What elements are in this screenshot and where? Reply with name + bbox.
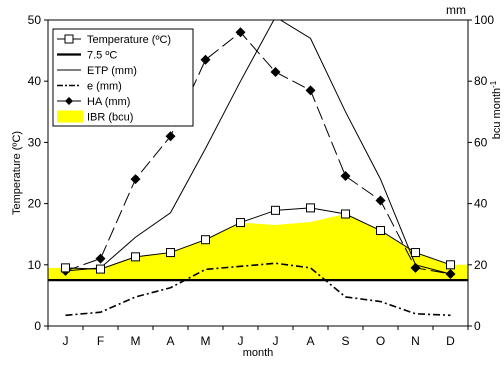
ha-point — [340, 171, 351, 182]
left-axis-title: Temperature (ºC) — [11, 131, 23, 215]
ha-point — [270, 67, 281, 78]
legend-label: HA (mm) — [87, 96, 130, 108]
right-tick-label: 20 — [474, 258, 488, 272]
x-tick-label: M — [201, 334, 211, 348]
x-tick-label: J — [63, 334, 69, 348]
right-axis-title: bcu month-1 — [489, 80, 503, 139]
right-tick-label: 40 — [474, 197, 488, 211]
ha-point — [375, 195, 386, 206]
temperature-point — [201, 235, 210, 245]
legend-label: IBR (bcu) — [87, 112, 133, 124]
left-tick-label: 50 — [28, 13, 42, 27]
etp-line — [65, 20, 451, 275]
legend-label: e (mm) — [87, 81, 122, 93]
temperature-point — [446, 260, 455, 270]
temperature-point — [131, 252, 140, 262]
temperature-point — [341, 209, 350, 219]
x-tick-label: A — [166, 334, 174, 348]
legend-ibr-swatch — [57, 110, 83, 123]
ha-point — [165, 131, 176, 142]
x-tick-label: J — [238, 334, 244, 348]
temperature-point — [271, 205, 280, 215]
temperature-point — [411, 248, 420, 258]
temperature-point — [236, 218, 245, 228]
ha-point — [305, 85, 316, 96]
x-tick-label: N — [411, 334, 420, 348]
legend-box — [52, 28, 194, 127]
x-tick-label: J — [273, 334, 279, 348]
series-lines-group — [48, 20, 468, 317]
left-tick-label: 10 — [28, 258, 42, 272]
left-tick-label: 40 — [28, 74, 42, 88]
temperature-point — [306, 203, 315, 213]
right-tick-label: 60 — [474, 135, 488, 149]
legend-temperature-marker — [64, 34, 74, 44]
temperature-line — [65, 207, 451, 270]
e-line — [65, 262, 451, 317]
markers-group — [60, 27, 456, 279]
right-axis-unit: mm — [446, 3, 466, 17]
ha-point — [445, 268, 456, 279]
left-tick-label: 0 — [34, 319, 41, 333]
legend-label: 7.5 ºC — [87, 50, 117, 62]
right-tick-label: 80 — [474, 74, 488, 88]
x-tick-label: A — [306, 334, 314, 348]
legend-label: Temperature (ºC) — [87, 34, 171, 46]
left-tick-label: 20 — [28, 197, 42, 211]
legend-label: ETP (mm) — [87, 65, 137, 77]
ha-point — [410, 262, 421, 273]
ha-point — [200, 54, 211, 65]
axes-group: 0 10 20 30 40 50 0 20 40 60 80 100 mm J F M A M J J A S O N Dmon… — [11, 3, 503, 359]
ha-point — [95, 253, 106, 264]
x-tick-label: F — [97, 334, 104, 348]
x-tick-label: D — [446, 334, 455, 348]
ha-point — [130, 174, 141, 185]
temperature-point — [96, 264, 105, 274]
ibr-area-group — [48, 214, 468, 281]
right-tick-label: 100 — [474, 13, 494, 27]
x-tick-label: S — [341, 334, 349, 348]
temperature-point — [61, 263, 70, 273]
x-tick-label: O — [376, 334, 385, 348]
ha-line — [65, 31, 451, 275]
legend-ha-marker — [65, 97, 73, 105]
x-tick-label: M — [131, 334, 141, 348]
temperature-point — [166, 248, 175, 258]
ha-point — [235, 27, 246, 38]
temperature-point — [376, 226, 385, 236]
right-tick-label: 0 — [474, 319, 481, 333]
x-axis-title: month — [243, 347, 274, 359]
ibr-area — [48, 214, 468, 281]
legend: Temperature (ºC) 7.5 ºC ETP (mm) e (mm) HA (… — [52, 28, 194, 127]
left-tick-label: 30 — [28, 135, 42, 149]
